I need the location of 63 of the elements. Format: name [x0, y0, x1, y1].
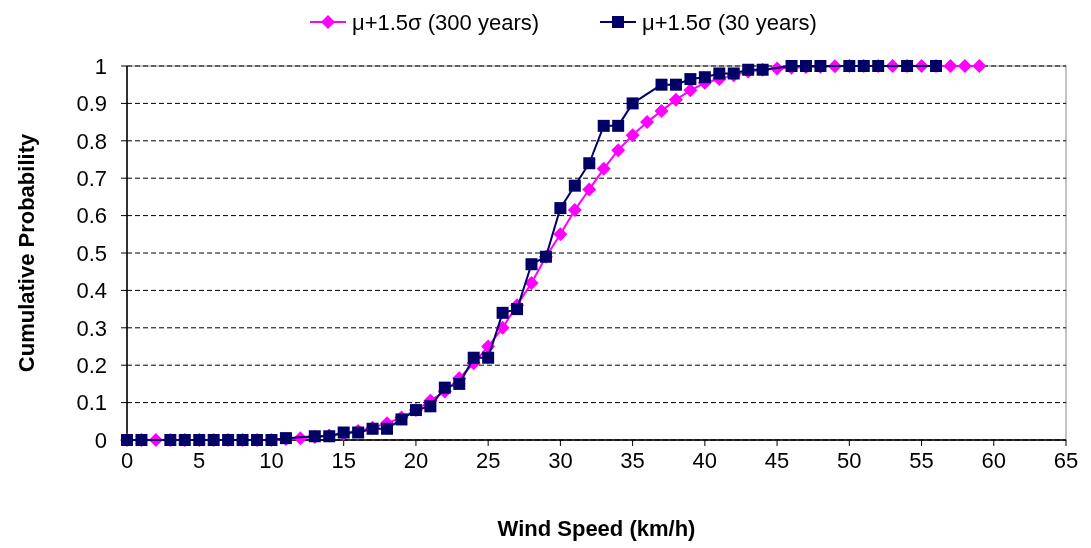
- point: [668, 92, 683, 107]
- x-tick-label: 10: [259, 448, 284, 473]
- x-tick-label: 0: [120, 448, 134, 473]
- point: [683, 83, 698, 98]
- legend-label: μ+1.5σ (30 years): [642, 9, 817, 35]
- point: [453, 377, 466, 390]
- y-tick-label: 0.7: [76, 165, 107, 191]
- y-tick-label: 0.8: [76, 128, 107, 154]
- x-tick-label: 55: [909, 448, 934, 473]
- point: [582, 182, 597, 197]
- point: [553, 227, 568, 242]
- y-tick-label: 0.6: [76, 203, 107, 229]
- point: [713, 67, 726, 80]
- point: [669, 78, 682, 91]
- y-tick-label: 0.4: [76, 278, 107, 304]
- legend-label: μ+1.5σ (300 years): [352, 9, 540, 35]
- y-tick-label: 0: [94, 427, 107, 453]
- y-tick-label: 0.5: [76, 240, 107, 266]
- point: [640, 115, 655, 130]
- point: [654, 103, 669, 118]
- y-tick-label: 0.3: [76, 315, 107, 341]
- y-tick-label: 0.1: [76, 390, 107, 416]
- x-tick-label: 45: [764, 448, 790, 473]
- point: [597, 119, 610, 132]
- point: [684, 73, 697, 86]
- point: [438, 381, 451, 394]
- y-axis-title: Cumulative Probability: [14, 133, 39, 373]
- point: [611, 143, 626, 158]
- x-tick-label: 30: [548, 448, 573, 473]
- x-tick-label: 15: [331, 448, 356, 473]
- x-tick-label: 35: [620, 448, 645, 473]
- x-tick-label: 40: [692, 448, 718, 473]
- x-tick-label: 60: [981, 448, 1007, 473]
- x-axis-title: Wind Speed (km/h): [497, 516, 696, 541]
- x-tick-label: 50: [837, 448, 862, 473]
- point: [957, 59, 972, 73]
- y-tick-label: 0.2: [76, 352, 107, 378]
- point: [943, 59, 958, 73]
- point: [482, 351, 495, 364]
- point: [554, 202, 567, 215]
- point: [525, 258, 538, 271]
- point: [583, 157, 596, 170]
- point: [467, 351, 480, 364]
- point: [567, 202, 582, 217]
- point: [568, 179, 581, 192]
- x-tick-label: 20: [403, 448, 429, 473]
- point: [496, 306, 509, 319]
- y-tick-label: 0.9: [76, 91, 107, 117]
- x-tick-label: 5: [193, 448, 206, 473]
- point: [424, 400, 437, 413]
- point: [655, 78, 668, 91]
- point: [511, 303, 524, 316]
- point: [972, 59, 987, 73]
- point: [524, 275, 539, 290]
- point: [625, 128, 640, 143]
- point: [596, 161, 611, 176]
- point: [612, 119, 625, 132]
- point: [381, 422, 394, 435]
- y-tick-label: 1: [94, 53, 107, 79]
- point: [626, 97, 639, 110]
- x-tick-label: 25: [475, 448, 501, 473]
- point: [698, 71, 711, 84]
- x-tick-label: 65: [1053, 448, 1079, 473]
